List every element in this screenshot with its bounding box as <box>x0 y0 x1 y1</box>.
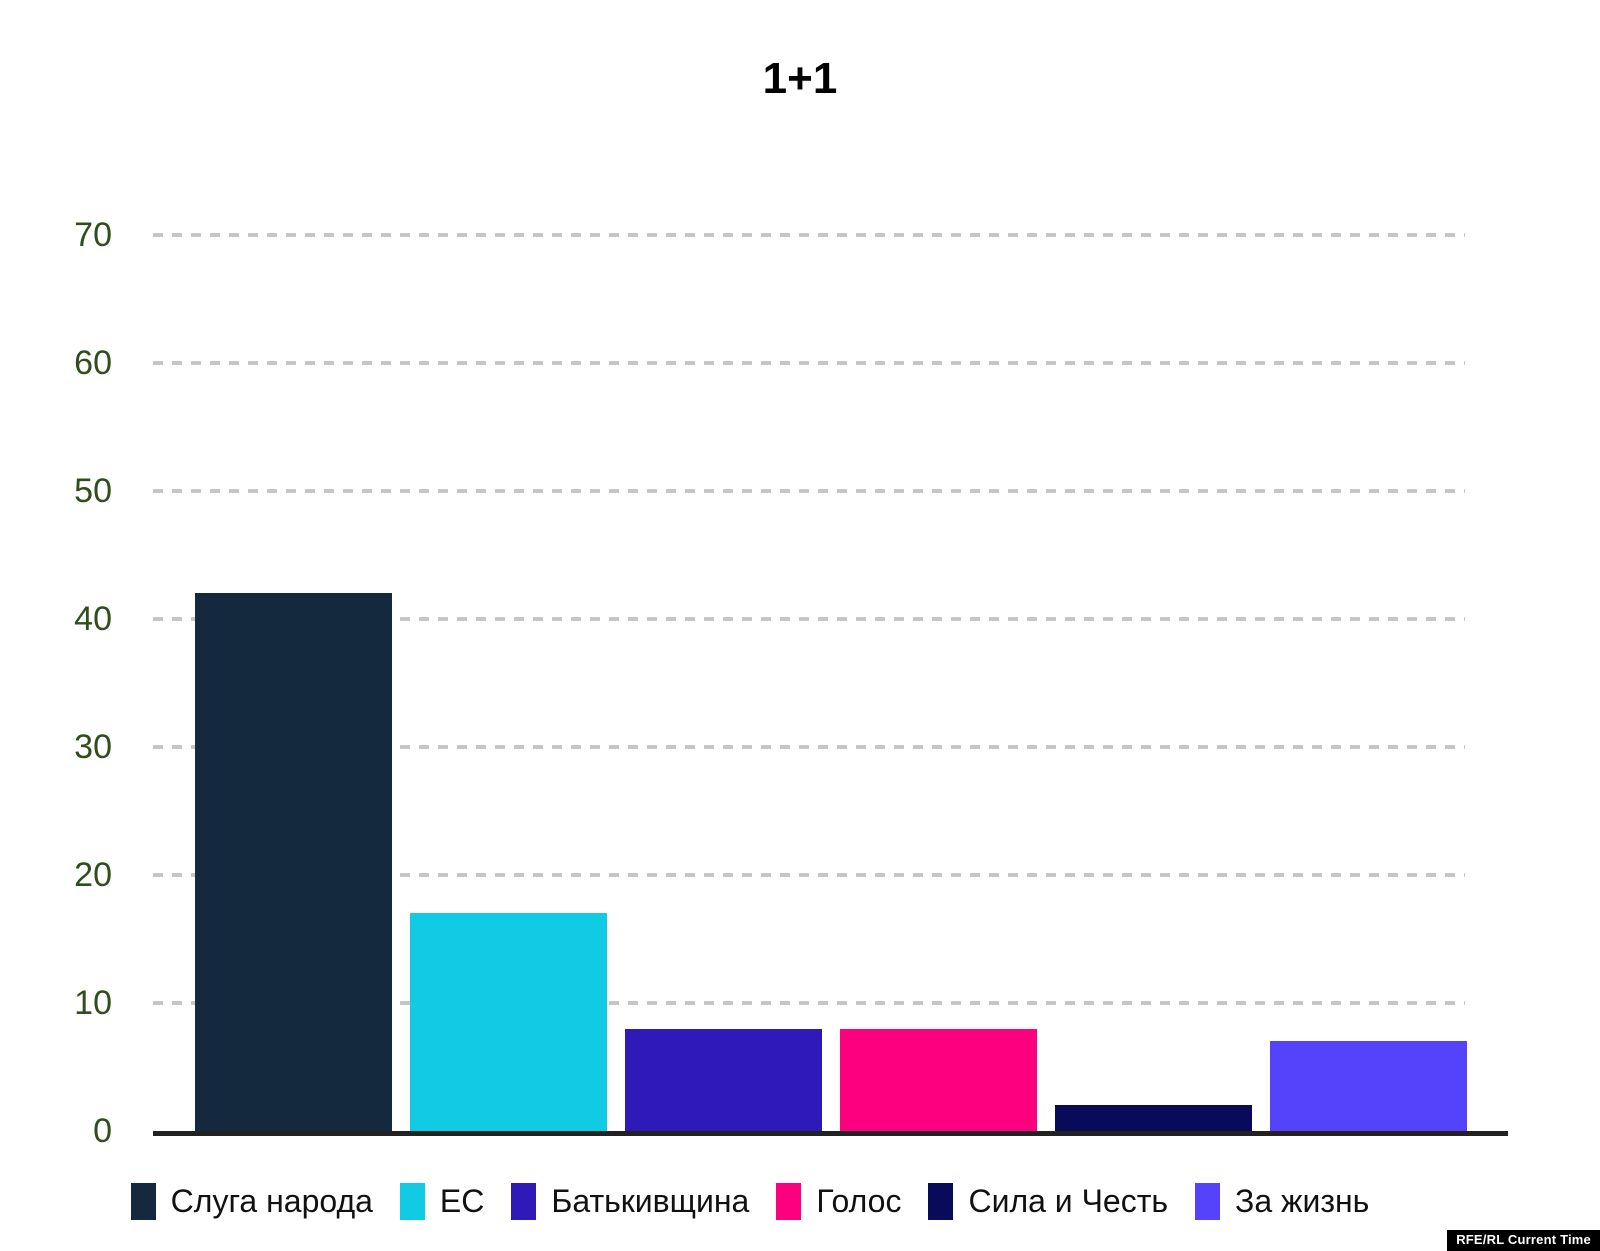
y-tick-label-40: 40 <box>74 600 112 638</box>
x-axis-line <box>153 1131 1508 1136</box>
legend-swatch <box>776 1183 802 1220</box>
legend-item-2: ЕС <box>399 1183 485 1220</box>
y-tick-label-70: 70 <box>74 216 112 254</box>
gridline-40 <box>153 617 1465 621</box>
y-tick-label-10: 10 <box>74 984 112 1022</box>
y-tick-label-30: 30 <box>74 728 112 766</box>
legend-item-5: Сила и Честь <box>928 1183 1168 1220</box>
legend-swatch <box>130 1183 156 1220</box>
legend-swatch <box>928 1183 954 1220</box>
gridline-60 <box>153 361 1465 365</box>
gridline-50 <box>153 489 1465 493</box>
bar-6 <box>1270 1041 1467 1131</box>
legend-item-6: За жизнь <box>1195 1183 1369 1220</box>
legend-label: ЕС <box>439 1183 485 1219</box>
legend-label: Сила и Честь <box>968 1183 1169 1219</box>
bar-1 <box>195 593 392 1131</box>
chart-title: 1+1 <box>762 54 838 103</box>
legend-item-4: Голос <box>776 1183 901 1220</box>
legend-label: Батькивщина <box>551 1183 750 1219</box>
legend-swatch <box>511 1183 537 1220</box>
gridline-70 <box>153 233 1465 237</box>
legend-label: Слуга народа <box>170 1183 373 1219</box>
y-tick-label-50: 50 <box>74 472 112 510</box>
y-tick-label-20: 20 <box>74 856 112 894</box>
legend-item-3: Батькивщина <box>511 1183 749 1220</box>
legend-label: За жизнь <box>1235 1183 1370 1219</box>
bar-3 <box>625 1028 822 1131</box>
legend-swatch <box>399 1183 425 1220</box>
y-tick-label-0: 0 <box>93 1112 112 1150</box>
bar-5 <box>1055 1105 1252 1131</box>
bar-2 <box>410 913 607 1131</box>
gridline-10 <box>153 1001 1465 1005</box>
plot-area <box>153 233 1508 1136</box>
legend: Слуга народа ЕС Батькивщина Голос Сила и Чес… <box>0 1183 1500 1220</box>
gridline-20 <box>153 873 1465 877</box>
gridline-30 <box>153 745 1465 749</box>
legend-swatch <box>1195 1183 1221 1220</box>
y-tick-label-60: 60 <box>74 344 112 382</box>
legend-item-1: Слуга народа <box>130 1183 373 1220</box>
legend-label: Голос <box>816 1183 902 1219</box>
source-badge: RFE/RL Current Time <box>1447 1230 1600 1251</box>
bar-4 <box>840 1028 1037 1131</box>
